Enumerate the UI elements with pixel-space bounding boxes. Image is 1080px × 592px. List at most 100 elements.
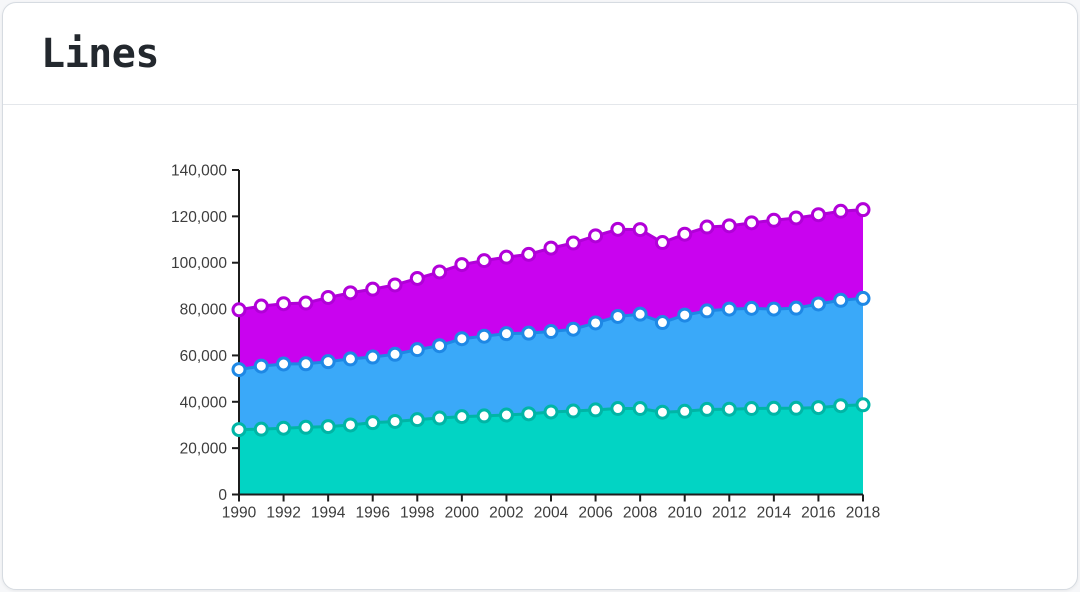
marker-middle-blue-1994[interactable] bbox=[320, 354, 336, 370]
marker-middle-blue-2012[interactable] bbox=[721, 301, 737, 317]
marker-bottom-teal-2005[interactable] bbox=[565, 403, 581, 419]
marker-top-magenta-1997[interactable] bbox=[387, 277, 403, 293]
marker-middle-blue-2016[interactable] bbox=[810, 296, 826, 312]
marker-top-magenta-2017[interactable] bbox=[833, 203, 849, 219]
marker-middle-blue-2014[interactable] bbox=[766, 301, 782, 317]
x-tick-label: 1996 bbox=[355, 505, 389, 522]
marker-top-magenta-2000[interactable] bbox=[454, 257, 470, 273]
marker-middle-blue-2018[interactable] bbox=[855, 290, 871, 306]
marker-top-magenta-1991[interactable] bbox=[253, 298, 269, 314]
x-tick-label: 1994 bbox=[311, 505, 346, 522]
y-tick-label: 40,000 bbox=[180, 394, 228, 411]
marker-top-magenta-2004[interactable] bbox=[543, 240, 559, 256]
marker-bottom-teal-2000[interactable] bbox=[454, 409, 470, 425]
marker-top-magenta-2005[interactable] bbox=[565, 235, 581, 251]
marker-top-magenta-2013[interactable] bbox=[744, 215, 760, 231]
marker-middle-blue-2005[interactable] bbox=[565, 321, 581, 337]
marker-bottom-teal-2008[interactable] bbox=[632, 401, 648, 417]
marker-bottom-teal-2015[interactable] bbox=[788, 400, 804, 416]
marker-bottom-teal-2002[interactable] bbox=[498, 407, 514, 423]
marker-bottom-teal-2007[interactable] bbox=[610, 401, 626, 417]
marker-bottom-teal-2010[interactable] bbox=[677, 403, 693, 419]
marker-bottom-teal-1996[interactable] bbox=[365, 415, 381, 431]
marker-top-magenta-2016[interactable] bbox=[810, 207, 826, 223]
marker-top-magenta-1996[interactable] bbox=[365, 281, 381, 297]
marker-middle-blue-1991[interactable] bbox=[253, 358, 269, 374]
marker-top-magenta-1993[interactable] bbox=[298, 295, 314, 311]
marker-bottom-teal-2017[interactable] bbox=[833, 398, 849, 414]
marker-middle-blue-2011[interactable] bbox=[699, 303, 715, 319]
marker-middle-blue-2007[interactable] bbox=[610, 308, 626, 324]
marker-middle-blue-2004[interactable] bbox=[543, 324, 559, 340]
marker-top-magenta-2011[interactable] bbox=[699, 219, 715, 235]
marker-bottom-teal-2006[interactable] bbox=[588, 402, 604, 418]
marker-bottom-teal-2014[interactable] bbox=[766, 400, 782, 416]
marker-top-magenta-2001[interactable] bbox=[476, 253, 492, 269]
marker-bottom-teal-2011[interactable] bbox=[699, 401, 715, 417]
marker-middle-blue-2006[interactable] bbox=[588, 315, 604, 331]
marker-bottom-teal-1998[interactable] bbox=[409, 412, 425, 428]
marker-top-magenta-2007[interactable] bbox=[610, 221, 626, 237]
marker-bottom-teal-1990[interactable] bbox=[231, 422, 247, 438]
marker-top-magenta-1995[interactable] bbox=[342, 285, 358, 301]
marker-top-magenta-2002[interactable] bbox=[498, 249, 514, 265]
marker-top-magenta-1992[interactable] bbox=[276, 296, 292, 312]
marker-bottom-teal-1995[interactable] bbox=[342, 417, 358, 433]
marker-middle-blue-1996[interactable] bbox=[365, 349, 381, 365]
marker-bottom-teal-1991[interactable] bbox=[253, 421, 269, 437]
marker-top-magenta-1994[interactable] bbox=[320, 289, 336, 305]
x-tick-label: 2010 bbox=[667, 505, 702, 522]
marker-middle-blue-1999[interactable] bbox=[432, 338, 448, 354]
x-tick-label: 2008 bbox=[623, 505, 657, 522]
marker-top-magenta-2012[interactable] bbox=[721, 218, 737, 234]
marker-middle-blue-1990[interactable] bbox=[231, 362, 247, 378]
marker-middle-blue-2003[interactable] bbox=[521, 325, 537, 341]
marker-middle-blue-2008[interactable] bbox=[632, 306, 648, 322]
marker-top-magenta-2008[interactable] bbox=[632, 222, 648, 238]
marker-top-magenta-2018[interactable] bbox=[855, 202, 871, 218]
marker-top-magenta-2009[interactable] bbox=[654, 235, 670, 251]
marker-top-magenta-2014[interactable] bbox=[766, 212, 782, 228]
marker-middle-blue-2017[interactable] bbox=[833, 292, 849, 308]
marker-middle-blue-2001[interactable] bbox=[476, 328, 492, 344]
marker-bottom-teal-2009[interactable] bbox=[654, 404, 670, 420]
marker-bottom-teal-2012[interactable] bbox=[721, 401, 737, 417]
marker-middle-blue-1997[interactable] bbox=[387, 346, 403, 362]
marker-middle-blue-2010[interactable] bbox=[677, 307, 693, 323]
y-tick-label: 80,000 bbox=[180, 302, 228, 319]
marker-middle-blue-2000[interactable] bbox=[454, 331, 470, 347]
marker-top-magenta-2003[interactable] bbox=[521, 246, 537, 262]
marker-bottom-teal-2001[interactable] bbox=[476, 408, 492, 424]
marker-top-magenta-1990[interactable] bbox=[231, 302, 247, 318]
card-header: Lines bbox=[3, 3, 1077, 105]
marker-bottom-teal-2003[interactable] bbox=[521, 406, 537, 422]
marker-top-magenta-2010[interactable] bbox=[677, 226, 693, 242]
marker-bottom-teal-1994[interactable] bbox=[320, 419, 336, 435]
marker-bottom-teal-1992[interactable] bbox=[276, 420, 292, 436]
marker-bottom-teal-1997[interactable] bbox=[387, 413, 403, 429]
x-tick-label: 2004 bbox=[534, 505, 569, 522]
marker-top-magenta-1998[interactable] bbox=[409, 270, 425, 286]
x-tick-label: 1998 bbox=[400, 505, 434, 522]
page-title: Lines bbox=[41, 31, 159, 77]
marker-middle-blue-1995[interactable] bbox=[342, 351, 358, 367]
y-tick-label: 140,000 bbox=[171, 163, 227, 180]
marker-middle-blue-1992[interactable] bbox=[276, 356, 292, 372]
marker-bottom-teal-2016[interactable] bbox=[810, 400, 826, 416]
marker-middle-blue-1993[interactable] bbox=[298, 356, 314, 372]
marker-middle-blue-2002[interactable] bbox=[498, 326, 514, 342]
marker-middle-blue-2009[interactable] bbox=[654, 315, 670, 331]
marker-middle-blue-2013[interactable] bbox=[744, 300, 760, 316]
marker-top-magenta-1999[interactable] bbox=[432, 264, 448, 280]
marker-bottom-teal-2018[interactable] bbox=[855, 397, 871, 413]
marker-middle-blue-1998[interactable] bbox=[409, 342, 425, 358]
marker-bottom-teal-1993[interactable] bbox=[298, 419, 314, 435]
area-chart-canvas[interactable]: 0 20,000 40,000 60,000 80,000 100,000 120,000 1… bbox=[153, 130, 943, 560]
marker-top-magenta-2015[interactable] bbox=[788, 210, 804, 226]
marker-bottom-teal-2004[interactable] bbox=[543, 404, 559, 420]
marker-middle-blue-2015[interactable] bbox=[788, 300, 804, 316]
marker-bottom-teal-1999[interactable] bbox=[432, 410, 448, 426]
marker-bottom-teal-2013[interactable] bbox=[744, 401, 760, 417]
marker-top-magenta-2006[interactable] bbox=[588, 228, 604, 244]
